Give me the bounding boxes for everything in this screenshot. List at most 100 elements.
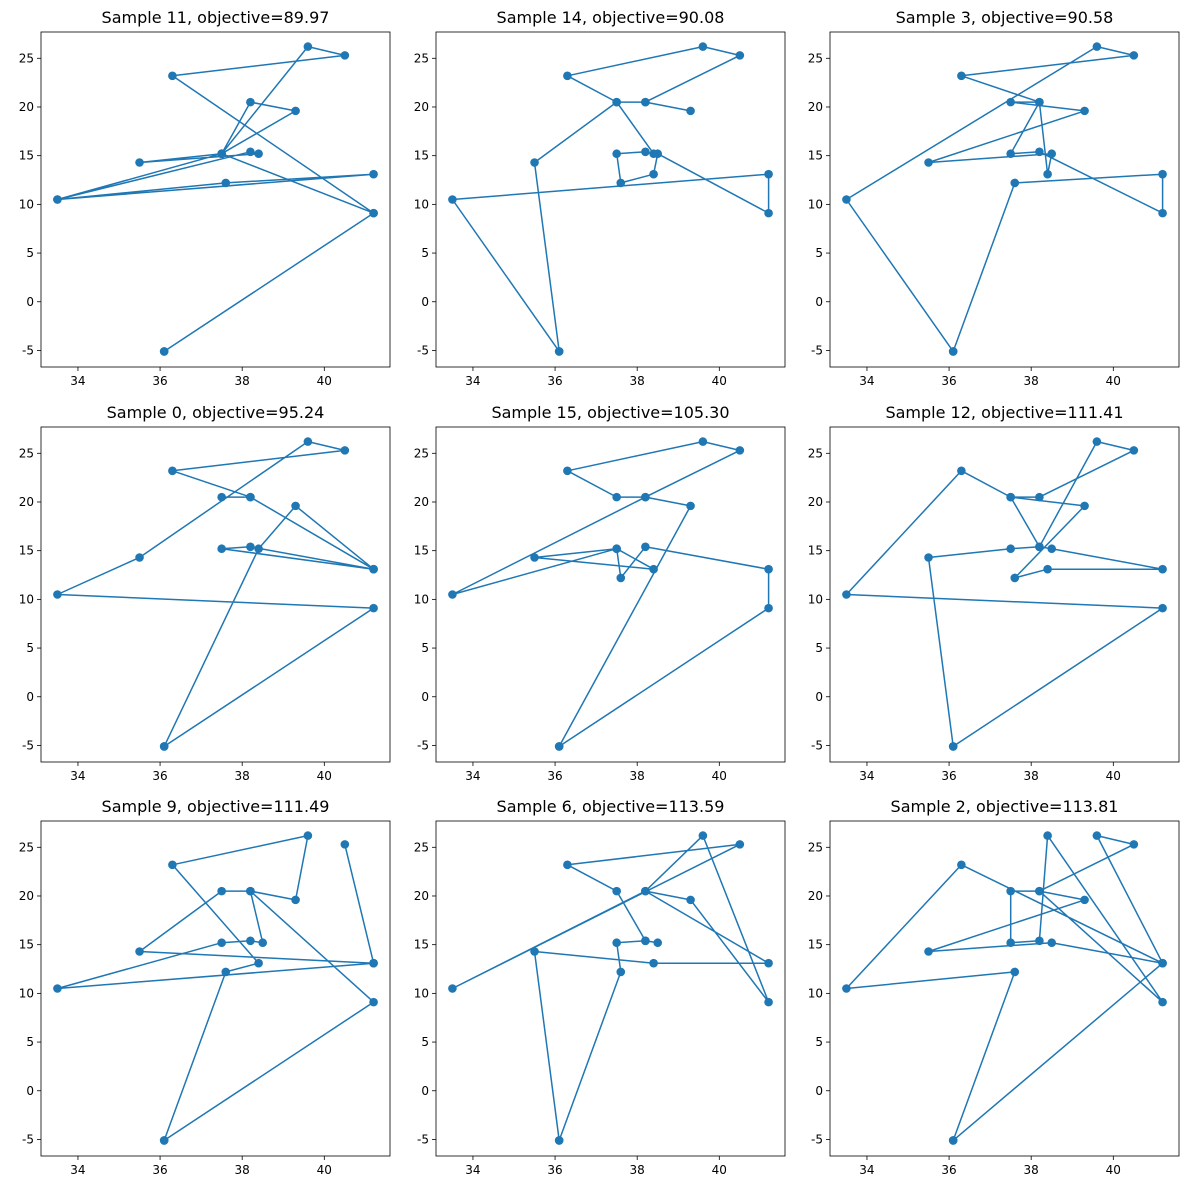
data-point	[159, 742, 169, 751]
data-point	[698, 437, 708, 446]
data-point	[1035, 936, 1044, 946]
data-point	[1092, 42, 1102, 51]
y-tick-label: 0	[26, 295, 34, 309]
y-tick-label: 10	[19, 197, 34, 211]
subplot-0: Sample 11, objective=89.97 34 36 38 40 -5 0 5 10…	[19, 8, 391, 388]
y-tick-label: 20	[19, 495, 34, 509]
x-tick-label: 36	[547, 769, 562, 783]
data-point	[686, 895, 695, 905]
axes-frame	[40, 426, 391, 763]
data-point	[1129, 51, 1139, 60]
x-tick-label: 38	[630, 374, 645, 388]
y-tick-label: 10	[808, 986, 823, 1000]
data-point	[1158, 564, 1167, 574]
data-point	[340, 840, 350, 849]
y-tick-label: -5	[417, 343, 429, 357]
data-point	[957, 466, 966, 476]
y-tick-label: 25	[19, 51, 34, 65]
x-tick-label: 34	[70, 1163, 85, 1177]
data-point	[563, 466, 572, 476]
data-point	[649, 169, 658, 179]
y-tick-label: 0	[26, 1084, 34, 1098]
data-point	[369, 997, 378, 1007]
data-point	[159, 347, 169, 356]
data-point	[135, 158, 144, 167]
x-tick-label: 34	[465, 374, 480, 388]
data-point	[948, 1136, 958, 1145]
data-point	[340, 51, 350, 60]
data-point	[924, 553, 933, 562]
y-tick-label: 0	[815, 1084, 823, 1098]
x-tick-label: 34	[859, 1163, 874, 1177]
y-tick-label: 25	[808, 51, 823, 65]
x-tick-label: 38	[235, 769, 250, 783]
x-tick-label: 36	[941, 769, 956, 783]
data-point	[221, 178, 231, 188]
axes-frame	[829, 820, 1180, 1157]
data-point	[957, 71, 966, 81]
data-point	[842, 195, 851, 204]
x-tick-label: 40	[712, 1163, 727, 1177]
data-point	[641, 936, 650, 946]
subplot-title: Sample 12, objective=111.41	[885, 403, 1123, 422]
data-point	[764, 958, 773, 968]
data-point	[1129, 840, 1139, 849]
data-point	[168, 71, 177, 81]
data-point	[616, 178, 626, 188]
y-tick-label: 5	[26, 1035, 34, 1049]
y-tick-label: -5	[811, 738, 823, 752]
data-point	[764, 208, 773, 218]
data-point	[1035, 97, 1044, 107]
y-tick-label: 10	[19, 592, 34, 606]
y-tick-label: 15	[414, 938, 429, 952]
y-tick-label: 20	[414, 100, 429, 114]
x-tick-label: 38	[1024, 374, 1039, 388]
x-tick-label: 40	[317, 769, 332, 783]
y-tick-label: 10	[414, 986, 429, 1000]
data-point	[168, 860, 177, 870]
y-tick-label: -5	[22, 738, 34, 752]
data-point	[1092, 831, 1102, 840]
y-tick-label: 15	[808, 938, 823, 952]
data-point	[369, 564, 378, 574]
y-tick-label: 25	[414, 446, 429, 460]
x-tick-label: 36	[941, 1163, 956, 1177]
data-point	[1080, 895, 1089, 905]
data-point	[1047, 149, 1057, 159]
data-point	[53, 590, 62, 599]
data-point	[254, 149, 263, 159]
data-point	[554, 1136, 564, 1145]
data-point	[246, 492, 255, 502]
data-point	[1158, 603, 1167, 613]
data-point	[1047, 938, 1057, 948]
data-point	[303, 437, 313, 446]
subplot-5: Sample 12, objective=111.41 34 36 38 40 -5 0 5 1…	[808, 403, 1180, 783]
data-point	[1158, 997, 1167, 1007]
data-point	[217, 938, 226, 948]
y-tick-label: 5	[421, 641, 429, 655]
data-point	[369, 169, 378, 179]
data-point	[1006, 492, 1015, 502]
x-tick-label: 34	[465, 769, 480, 783]
y-tick-label: 10	[414, 592, 429, 606]
axes-frame	[435, 820, 786, 1157]
data-point	[1158, 958, 1167, 968]
x-tick-label: 38	[235, 1163, 250, 1177]
data-point	[1035, 147, 1044, 157]
data-point	[53, 984, 62, 993]
data-point	[842, 984, 851, 993]
y-tick-label: 0	[421, 295, 429, 309]
data-point	[1006, 149, 1015, 159]
data-point	[246, 97, 255, 107]
subplot-title: Sample 0, objective=95.24	[107, 403, 325, 422]
data-point	[1010, 573, 1020, 583]
data-point	[735, 51, 745, 60]
axes-frame	[829, 31, 1180, 368]
y-tick-label: 10	[808, 197, 823, 211]
y-tick-label: 15	[19, 938, 34, 952]
data-point	[612, 886, 621, 896]
data-point	[1010, 967, 1020, 977]
data-point	[448, 984, 457, 993]
y-tick-label: -5	[22, 343, 34, 357]
